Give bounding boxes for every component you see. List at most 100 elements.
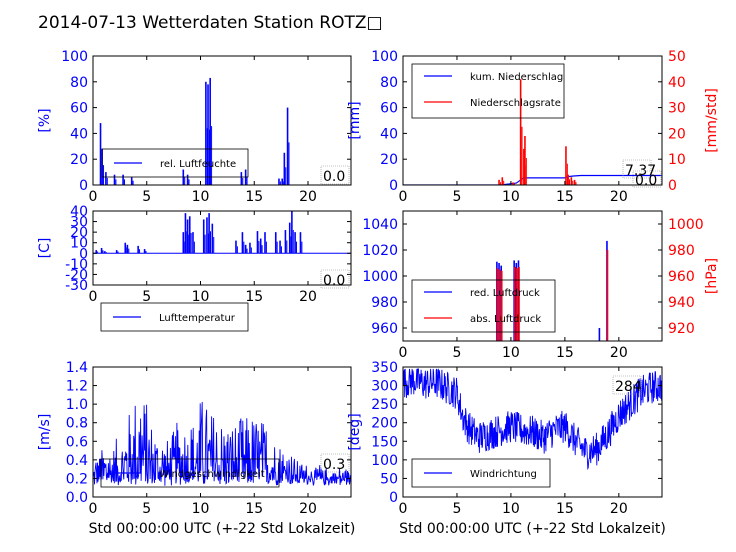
series-windrichtung-line xyxy=(403,368,662,470)
y-tick-label: 0 xyxy=(389,490,398,506)
x-axis-label: Std 00:00:00 UTC (+-22 Std Lokalzeit) xyxy=(89,521,356,537)
y-tick-label: -30 xyxy=(65,278,88,294)
y-tick-label-right: 20 xyxy=(668,126,686,142)
legend-label: kum. Niederschlag xyxy=(470,72,563,83)
y-axis-label-right: [hPa] xyxy=(704,258,720,294)
plot-frame xyxy=(92,366,352,498)
series-kum-niederschlag-line xyxy=(403,174,662,185)
chart-panel-temperature: 0 5 10 15 20-30-20-10010203040[C]Lufttempera… xyxy=(37,204,352,332)
legend: red. Luftdruck abs. Luftdruck xyxy=(411,279,556,333)
y-tick-label-right: 1000 xyxy=(668,217,704,233)
y-tick-label: 80 xyxy=(70,75,88,91)
legend-box xyxy=(100,302,249,332)
x-tick-label: 0 xyxy=(399,345,408,361)
legend-label: Windrichtung xyxy=(470,469,537,480)
value-label-2: 0.0 xyxy=(635,173,657,189)
y-tick-label: 30 xyxy=(70,215,88,231)
legend-label: Niederschlagsrate xyxy=(470,98,561,109)
y-tick-label: 1.4 xyxy=(66,360,88,376)
plot-frame xyxy=(402,366,663,498)
y-tick-label: -20 xyxy=(65,267,88,283)
plot-frame xyxy=(92,55,352,186)
value-label-box xyxy=(622,159,652,179)
y-tick-label-right: 50 xyxy=(668,49,686,65)
legend-label: Lufttemperatur xyxy=(159,313,236,324)
x-axis-label: Std 00:00:00 UTC (+-22 Std Lokalzeit) xyxy=(399,521,666,537)
value-label-box xyxy=(320,165,350,185)
x-tick-label: 5 xyxy=(142,501,151,517)
legend-label: abs. Luftdruck xyxy=(470,314,541,325)
x-tick-label: 20 xyxy=(610,501,628,517)
value-label: 0.3 xyxy=(323,457,345,473)
y-tick-label: 150 xyxy=(371,434,398,450)
y-tick-label-right: 10 xyxy=(668,152,686,168)
y-tick-label: 60 xyxy=(380,101,398,117)
value-label: 284 xyxy=(615,379,642,395)
legend: rel. Luftfeuchte xyxy=(101,148,249,178)
x-tick-label: 10 xyxy=(502,501,520,517)
x-tick-label: 0 xyxy=(89,501,98,517)
plot-area xyxy=(403,79,662,185)
y-tick-label: 0.6 xyxy=(66,434,88,450)
x-tick-label: 5 xyxy=(142,289,151,305)
y-tick-label: 250 xyxy=(371,397,398,413)
y-tick-label-right: 980 xyxy=(668,243,695,259)
legend: Lufttemperatur xyxy=(100,302,249,332)
y-tick-label: 0.2 xyxy=(66,471,88,487)
x-tick-label: 0 xyxy=(399,189,408,205)
plot-frame xyxy=(402,55,663,186)
chart-panel-precipitation: 0 5 10 15 20 0 20 40 60 80 100 0 10 20 30 40 50 [mm] [mm/s… xyxy=(347,49,720,205)
x-tick-label: 5 xyxy=(142,189,151,205)
y-tick-label: 60 xyxy=(70,101,88,117)
y-tick-label-right: 940 xyxy=(668,295,695,311)
x-tick-label: 20 xyxy=(610,345,628,361)
y-tick-label: 0.0 xyxy=(66,490,88,506)
y-axis-label: [deg] xyxy=(347,413,363,450)
legend-box xyxy=(101,148,249,178)
y-tick-label: 100 xyxy=(371,453,398,469)
y-tick-label: 980 xyxy=(371,295,398,311)
x-tick-label: 20 xyxy=(299,189,317,205)
x-tick-label: 10 xyxy=(192,289,210,305)
y-tick-label: 80 xyxy=(380,75,398,91)
x-tick-label: 15 xyxy=(556,189,574,205)
x-tick-label: 15 xyxy=(245,189,263,205)
y-tick-label-right: 0 xyxy=(668,178,677,194)
y-tick-label: 0.4 xyxy=(66,453,88,469)
x-tick-label: 15 xyxy=(245,501,263,517)
y-axis-label: [m/s] xyxy=(37,414,53,451)
value-label-box xyxy=(320,453,350,473)
y-tick-label: 40 xyxy=(70,126,88,142)
y-axis-label: [C] xyxy=(37,238,53,259)
y-tick-label: 300 xyxy=(371,379,398,395)
x-tick-label: 10 xyxy=(192,189,210,205)
value-label-box xyxy=(632,170,662,188)
value-label-box xyxy=(320,269,350,289)
y-tick-label: 20 xyxy=(70,225,88,241)
value-label-group: 0.3 xyxy=(320,453,350,473)
chart-panel-wind_speed: 0 5 10 15 20 0.0 0.2 0.4 0.6 0.8 1.0 1.2 1.4 [m/s] Std… xyxy=(37,360,355,537)
x-tick-label: 20 xyxy=(299,501,317,517)
legend-box xyxy=(411,63,565,119)
x-tick-label: 5 xyxy=(452,345,461,361)
y-tick-label: 350 xyxy=(371,360,398,376)
value-label: 0.0 xyxy=(323,273,345,289)
y-tick-label: 1040 xyxy=(362,217,398,233)
y-tick-label: 0.8 xyxy=(66,416,88,432)
plot-area xyxy=(403,368,662,470)
legend: Windrichtung xyxy=(411,458,551,488)
value-label-group: 0.0 xyxy=(320,269,350,289)
plot-frame xyxy=(92,210,352,286)
y-tick-label: 40 xyxy=(380,126,398,142)
legend-box xyxy=(411,458,551,488)
x-tick-label: 10 xyxy=(192,501,210,517)
y-tick-label: 1000 xyxy=(362,269,398,285)
y-tick-label: 20 xyxy=(380,152,398,168)
legend-label: rel. Luftfeuchte xyxy=(160,159,236,170)
chart-panel-pressure: 0 5 10 15 20 960 980 1000 1020 1040 920 940 960 980 10… xyxy=(362,210,720,361)
legend: Windgeschwindigkeit xyxy=(100,458,280,488)
x-tick-label: 15 xyxy=(556,501,574,517)
y-tick-label-right: 40 xyxy=(668,75,686,91)
y-tick-label: 0 xyxy=(389,178,398,194)
